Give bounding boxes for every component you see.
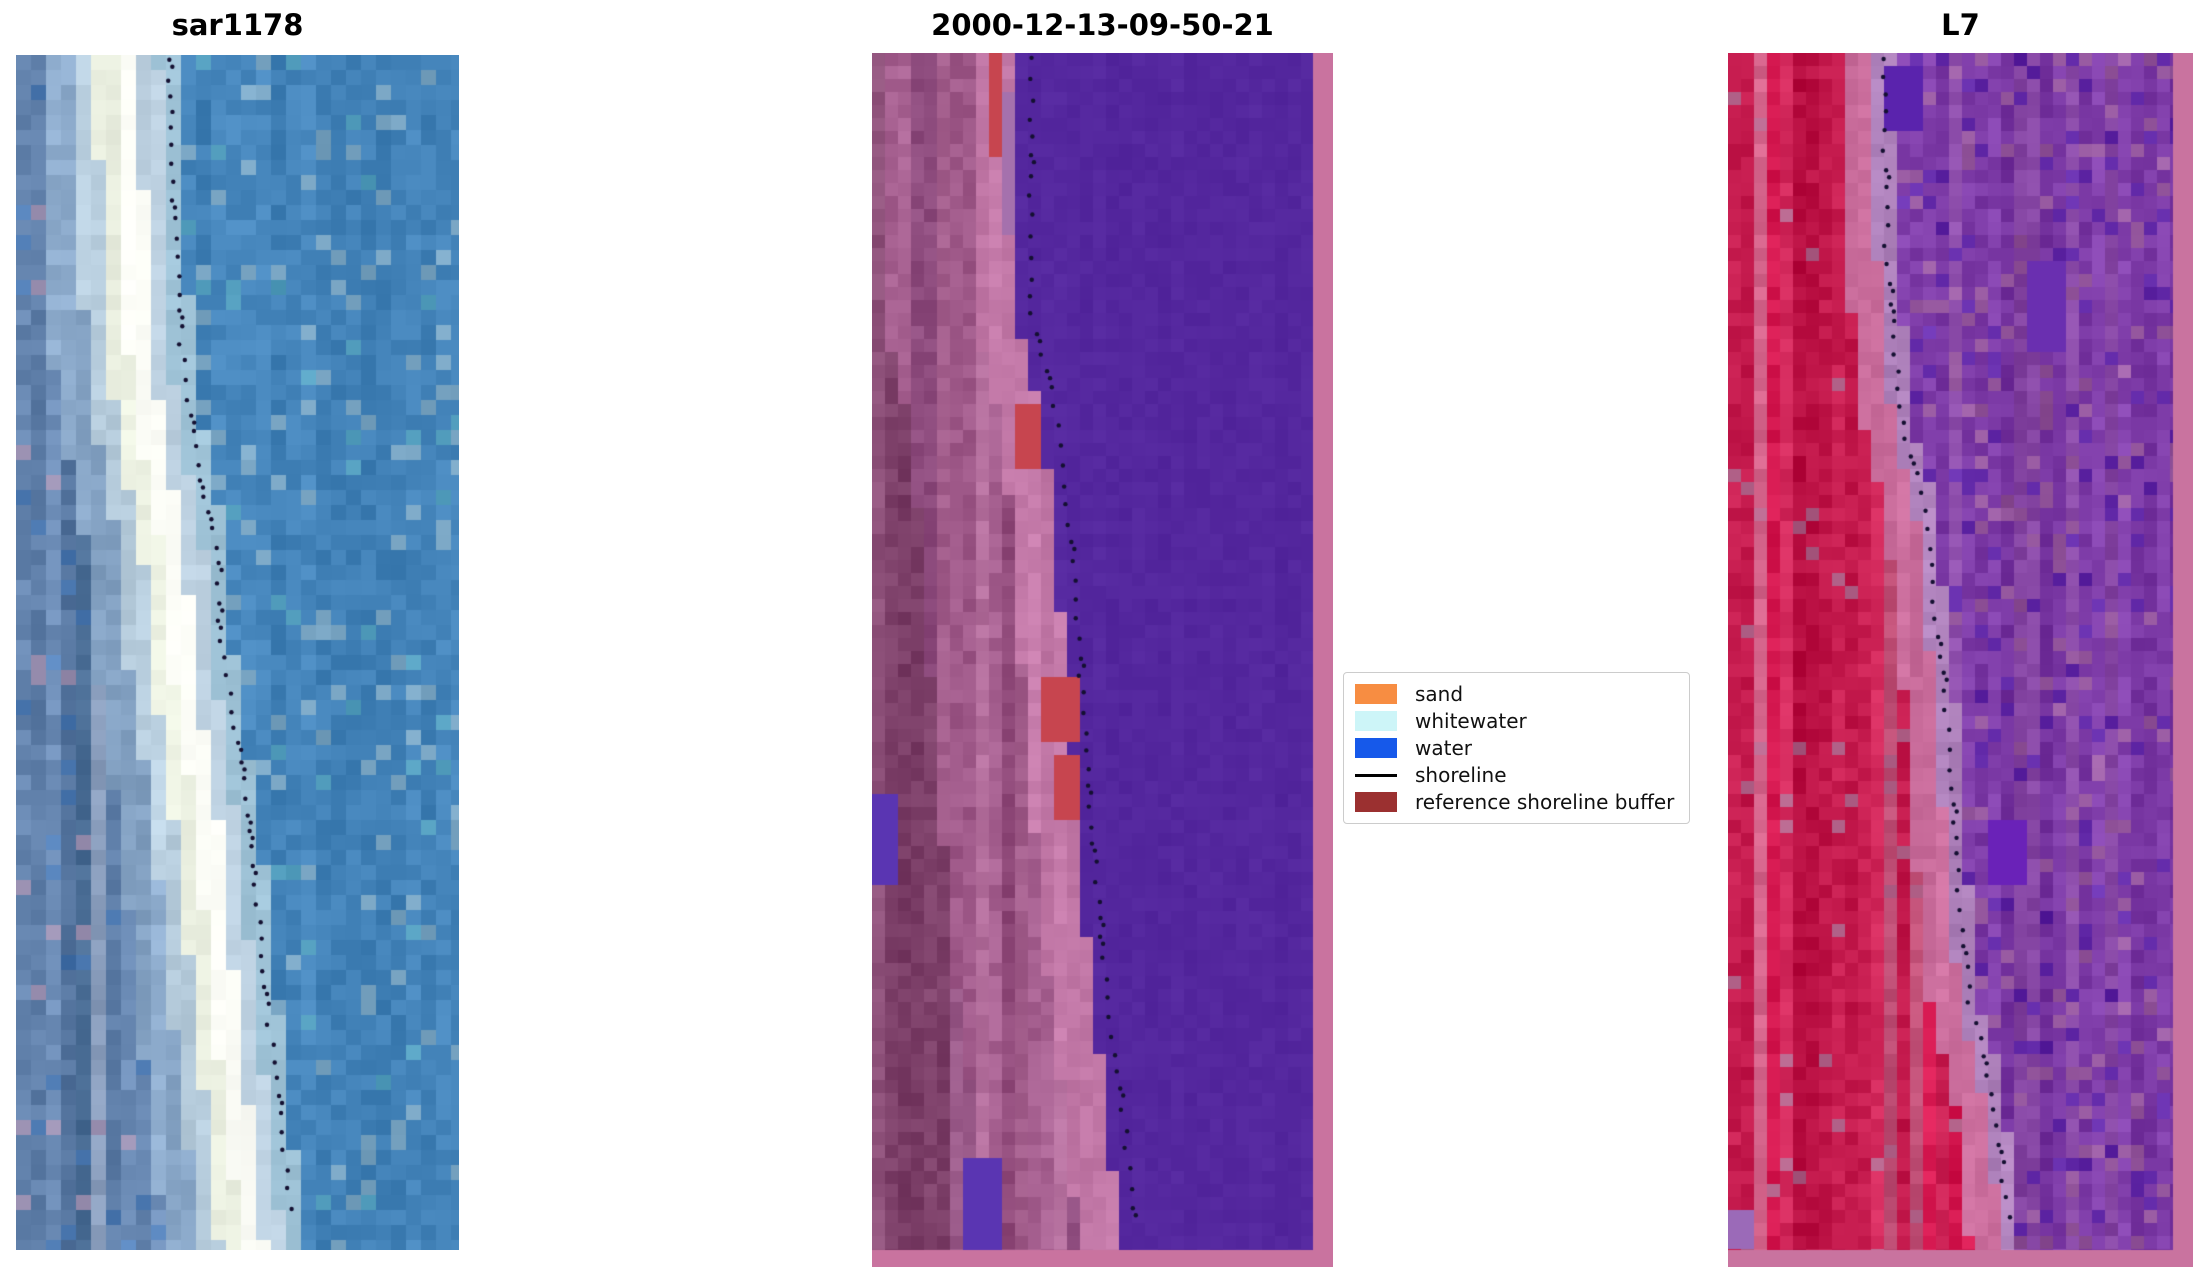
classified-image	[872, 53, 1333, 1267]
legend: sand whitewater water shoreline reference sh…	[1343, 672, 1690, 824]
legend-label: shoreline	[1415, 763, 1507, 788]
legend-swatch-shoreline	[1355, 773, 1397, 777]
legend-label: sand	[1415, 681, 1464, 706]
landsat-image	[1728, 53, 2193, 1267]
legend-label: reference shoreline buffer	[1415, 790, 1675, 815]
legend-item-reference-shoreline-buffer: reference shoreline buffer	[1355, 790, 1678, 814]
panel-title-date: 2000-12-13-09-50-21	[931, 8, 1274, 42]
legend-item-whitewater: whitewater	[1355, 709, 1678, 733]
legend-swatch-water	[1355, 737, 1397, 758]
panel-title-l7: L7	[1941, 8, 1980, 42]
legend-item-water: water	[1355, 736, 1678, 760]
panel-title-sar1178: sar1178	[171, 8, 304, 42]
sar-image	[16, 55, 459, 1250]
legend-item-sand: sand	[1355, 682, 1678, 706]
legend-swatch-whitewater	[1355, 710, 1397, 731]
legend-swatch-sand	[1355, 683, 1397, 704]
legend-swatch-reference-shoreline-buffer	[1355, 792, 1397, 813]
legend-item-shoreline: shoreline	[1355, 763, 1678, 787]
legend-label: water	[1415, 735, 1472, 760]
legend-label: whitewater	[1415, 708, 1527, 733]
